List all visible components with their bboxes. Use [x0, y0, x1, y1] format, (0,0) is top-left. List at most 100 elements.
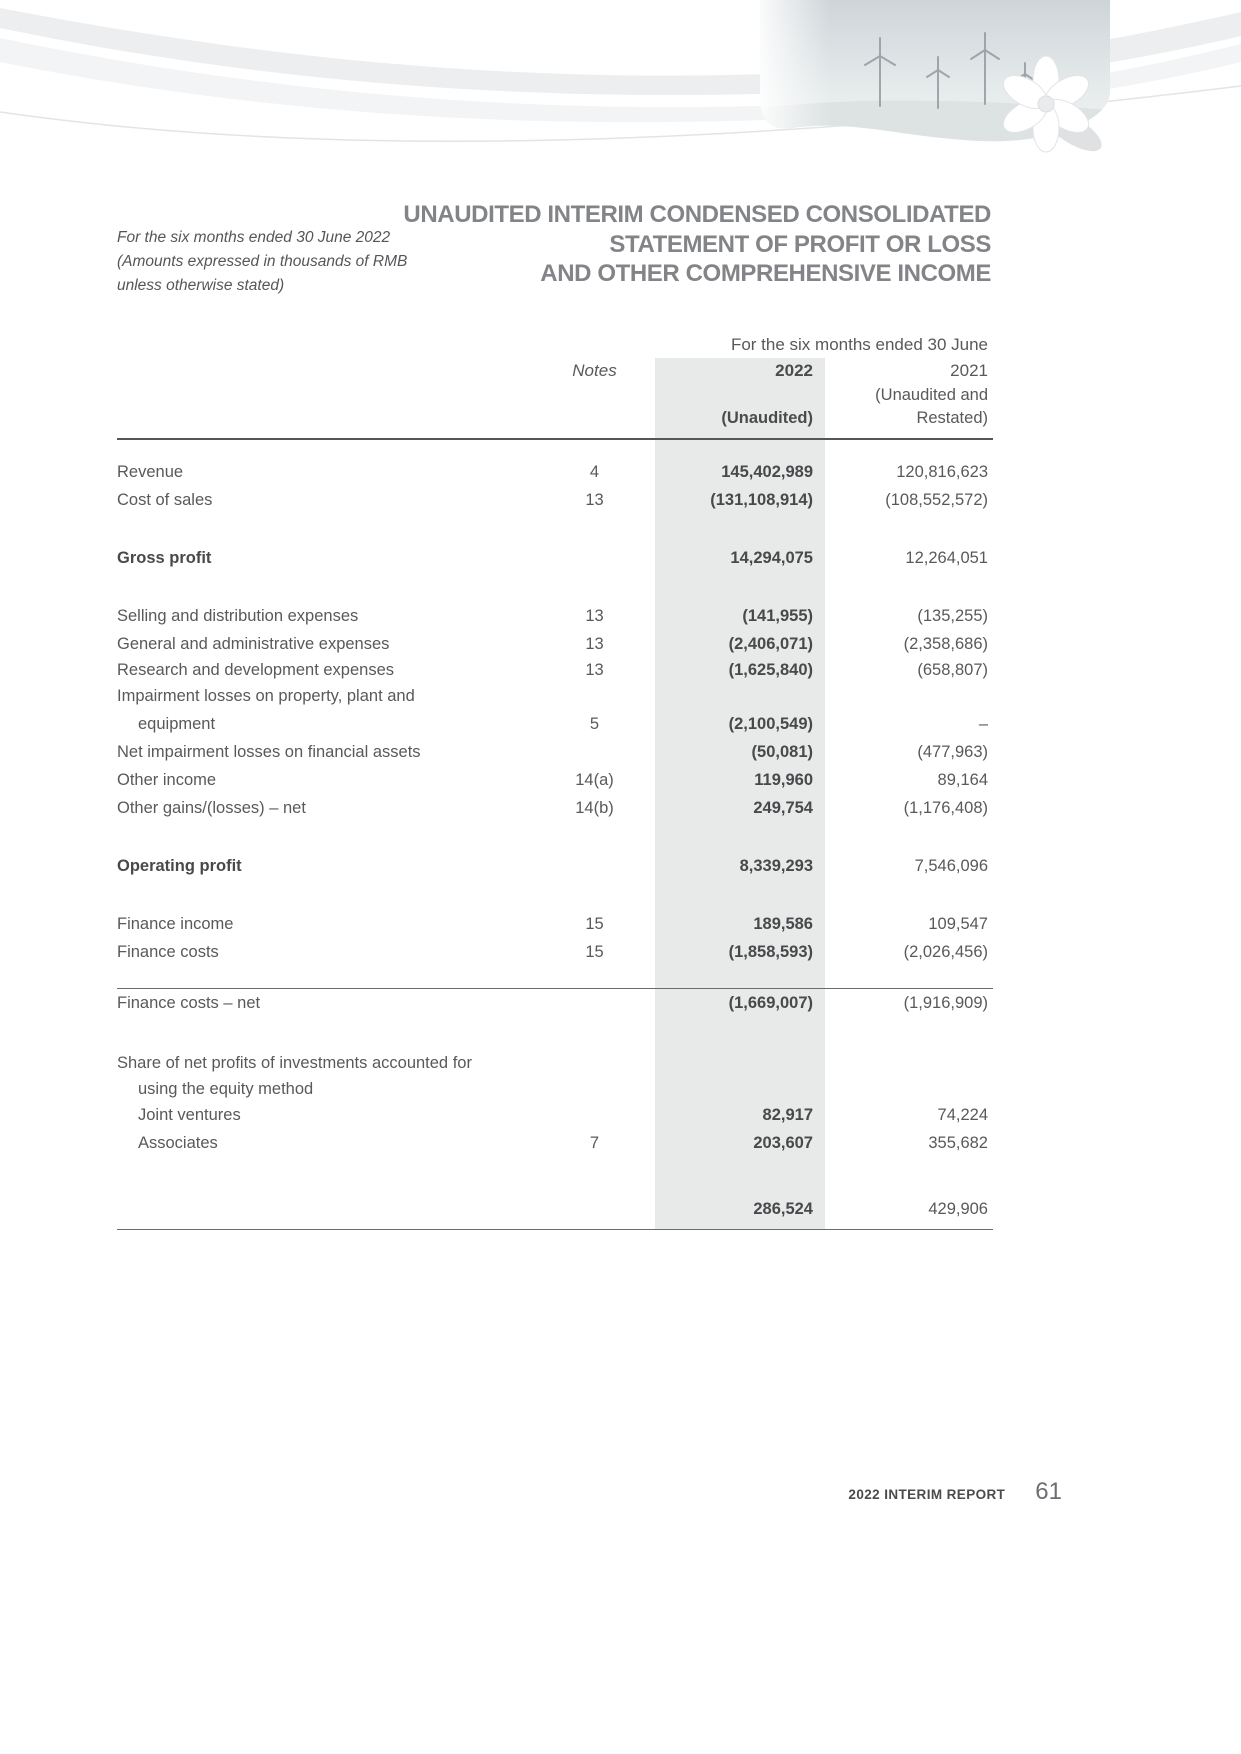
table-row: Share of net profits of investments acco…: [117, 1049, 993, 1077]
cell-label: Associates: [138, 1134, 218, 1152]
cell-label: [117, 1195, 557, 1223]
cell-label: Gross profit: [117, 549, 212, 567]
cell-v2022: 189,586: [753, 915, 813, 933]
cell-v2021: 89,164: [937, 771, 988, 789]
title-line: STATEMENT OF PROFIT OR LOSS: [609, 230, 991, 258]
cell-note: 13: [585, 607, 604, 625]
cell-label: equipment: [138, 715, 216, 733]
cell-v2022: (1,625,840): [728, 661, 813, 679]
table-spacer: [117, 966, 993, 988]
col-header-2022: 2022: [775, 361, 813, 380]
table-row: Associates 7 203,607 355,682: [117, 1129, 993, 1157]
cell-label: Other income: [117, 771, 217, 789]
title-line: AND OTHER COMPREHENSIVE INCOME: [540, 260, 991, 288]
cell-v2021: 355,682: [928, 1134, 988, 1152]
cell-v2022: 8,339,293: [739, 857, 813, 875]
cell-v2021: (477,963): [917, 743, 988, 761]
cell-note: [557, 852, 632, 880]
table-spacer: [117, 1017, 993, 1049]
statement-title: UNAUDITED INTERIM CONDENSED CONSOLIDATED…: [403, 200, 991, 289]
table-row: Operating profit 8,339,293 7,546,096: [117, 852, 993, 880]
cell-note: 14(a): [575, 771, 614, 789]
cell-v2021: (135,255): [917, 607, 988, 625]
col-subheader-2021-line2: Restated): [916, 409, 988, 427]
cell-v2022: (1,858,593): [728, 943, 813, 961]
cell-v2021: 109,547: [928, 915, 988, 933]
col-subheader-2021-line1: (Unaudited and: [875, 386, 988, 404]
cell-label: Joint ventures: [138, 1106, 241, 1124]
cell-v2022: (141,955): [742, 607, 813, 625]
period-header: For the six months ended 30 June: [730, 335, 988, 354]
cell-v2022: [632, 1077, 825, 1101]
cell-note: 4: [589, 463, 600, 481]
cell-v2021: (1,916,909): [903, 994, 988, 1012]
cell-label: Finance costs: [117, 943, 219, 961]
table-row: Finance income 15 189,586 109,547: [117, 910, 993, 938]
table-row: Cost of sales 13 (131,108,914) (108,552,572…: [117, 486, 993, 514]
table-header: For the six months ended 30 June Notes 2…: [117, 332, 993, 440]
cell-v2021: [825, 1049, 993, 1077]
table-row: Finance costs 15 (1,858,593) (2,026,456): [117, 938, 993, 966]
note-line: unless otherwise stated): [117, 277, 285, 295]
cell-note: 13: [585, 635, 604, 653]
cell-note: 14(b): [575, 799, 614, 817]
table-spacer: [117, 822, 993, 852]
table-row: Finance costs – net (1,669,007) (1,916,909…: [117, 989, 993, 1017]
cell-note: 13: [585, 661, 604, 679]
cell-note: [557, 1077, 632, 1101]
col-header-notes: Notes: [572, 361, 617, 380]
cell-note: [557, 989, 632, 1017]
table-spacer: [117, 880, 993, 910]
cell-v2021: (2,026,456): [903, 943, 988, 961]
cell-v2021: (108,552,572): [885, 491, 988, 509]
cell-v2022: 145,402,989: [721, 463, 813, 481]
cell-v2021: 7,546,096: [914, 857, 988, 875]
table-row: Other income 14(a) 119,960 89,164: [117, 766, 993, 794]
table-rule: [117, 988, 993, 989]
cell-v2021: 12,264,051: [905, 549, 988, 567]
table-row: Joint ventures 82,917 74,224: [117, 1101, 993, 1129]
cell-label: Operating profit: [117, 857, 242, 875]
cell-v2022: (2,406,071): [728, 635, 813, 653]
cell-note: [557, 544, 632, 572]
table-row: General and administrative expenses 13 (2,…: [117, 630, 993, 658]
cell-note: 13: [585, 491, 604, 509]
table-row: Research and development expenses 13 (1,62…: [117, 658, 993, 682]
column-headers: Notes 2022 2021: [117, 358, 993, 384]
cell-v2021: [825, 682, 993, 710]
table-row: 286,524 429,906: [117, 1195, 993, 1223]
cell-v2022: (131,108,914): [710, 491, 813, 509]
table-row: Revenue 4 145,402,989 120,816,623: [117, 458, 993, 486]
cell-v2022: (2,100,549): [728, 715, 813, 733]
cell-v2022: [632, 682, 825, 710]
cell-note: 7: [589, 1134, 600, 1152]
table-row: Gross profit 14,294,075 12,264,051: [117, 544, 993, 572]
page-number: 61: [1035, 1478, 1062, 1505]
table-spacer: [117, 514, 993, 544]
cell-note: [557, 1195, 632, 1223]
cell-v2022: 286,524: [753, 1200, 813, 1218]
cell-label: Research and development expenses: [117, 661, 395, 679]
cell-note: 15: [585, 943, 604, 961]
table-row: Selling and distribution expenses 13 (141,…: [117, 602, 993, 630]
cell-v2022: (1,669,007): [728, 994, 813, 1012]
cell-label: Net impairment losses on financial asset…: [117, 743, 421, 761]
cell-v2022: (50,081): [751, 743, 813, 761]
cell-v2021: [825, 1077, 993, 1101]
cell-v2022: 82,917: [762, 1106, 813, 1124]
page-footer: 2022 INTERIM REPORT 61: [117, 1478, 1062, 1506]
col-header-2021: 2021: [950, 361, 988, 380]
cell-v2021: 74,224: [937, 1106, 988, 1124]
table-spacer: [117, 1157, 993, 1195]
cell-v2021: (2,358,686): [903, 635, 988, 653]
table-row: using the equity method: [117, 1077, 993, 1101]
cell-v2021: (1,176,408): [903, 799, 988, 817]
table-rule: [117, 1229, 993, 1230]
header-decoration-svg: [0, 0, 1241, 153]
report-label: 2022 INTERIM REPORT: [848, 1487, 1006, 1502]
cell-label: Share of net profits of investments acco…: [117, 1054, 472, 1072]
statement-table-body: Revenue 4 145,402,989 120,816,623 Cost of sa…: [117, 440, 993, 1230]
cell-note: [557, 1049, 632, 1077]
note-line: For the six months ended 30 June 2022: [117, 229, 391, 246]
